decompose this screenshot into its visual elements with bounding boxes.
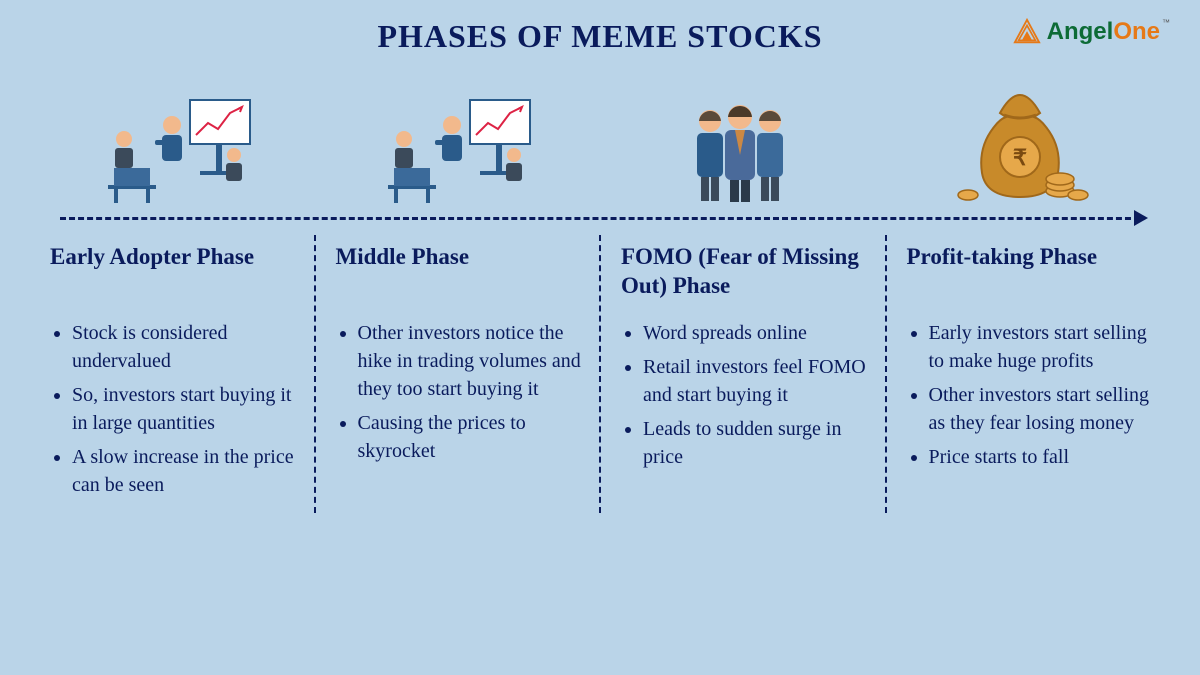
bullet-item: Word spreads online (643, 319, 869, 347)
meeting-chart-icon (380, 95, 540, 205)
phase-col-4: Profit-taking Phase Early investors star… (885, 235, 1171, 513)
phase-title: Profit-taking Phase (907, 243, 1155, 301)
bullet-item: Stock is considered undervalued (72, 319, 298, 375)
logo-text-one: One (1113, 18, 1160, 45)
logo-triangle-icon (1013, 18, 1041, 46)
phase-title: Early Adopter Phase (50, 243, 298, 301)
bullet-item: Causing the prices to skyrocket (358, 409, 584, 465)
phase-col-1: Early Adopter Phase Stock is considered … (30, 235, 314, 513)
people-group-icon (675, 95, 805, 205)
logo-text-angel: Angel (1047, 18, 1114, 45)
phase-col-2: Middle Phase Other investors notice the … (314, 235, 600, 513)
bullet-item: So, investors start buying it in large q… (72, 381, 298, 437)
bullet-item: Retail investors feel FOMO and start buy… (643, 353, 869, 409)
phase-title: FOMO (Fear of Missing Out) Phase (621, 243, 869, 301)
phase-columns: Early Adopter Phase Stock is considered … (30, 235, 1170, 513)
phase-icon-4: ₹ (880, 85, 1160, 205)
timeline-arrow (60, 213, 1140, 223)
phase-bullets: Other investors notice the hike in tradi… (336, 319, 584, 465)
phase-bullets: Stock is considered undervalued So, inve… (50, 319, 298, 499)
bullet-item: Early investors start selling to make hu… (929, 319, 1155, 375)
bullet-item: A slow increase in the price can be seen (72, 443, 298, 499)
money-bag-icon: ₹ (950, 85, 1090, 205)
brand-logo: AngelOne™ (1013, 18, 1170, 46)
phase-title: Middle Phase (336, 243, 584, 301)
phase-icon-1 (40, 95, 320, 205)
phase-icon-2 (320, 95, 600, 205)
bullet-item: Other investors notice the hike in tradi… (358, 319, 584, 403)
arrow-head-icon (1134, 210, 1148, 226)
meeting-chart-icon (100, 95, 260, 205)
dashed-line (60, 217, 1140, 220)
phase-col-3: FOMO (Fear of Missing Out) Phase Word sp… (599, 235, 885, 513)
phase-bullets: Word spreads online Retail investors fee… (621, 319, 869, 471)
phase-icon-3 (600, 95, 880, 205)
logo-tm: ™ (1162, 18, 1170, 27)
svg-text:₹: ₹ (1013, 145, 1027, 170)
bullet-item: Price starts to fall (929, 443, 1155, 471)
phase-bullets: Early investors start selling to make hu… (907, 319, 1155, 471)
bullet-item: Other investors start selling as they fe… (929, 381, 1155, 437)
icon-row: ₹ (40, 75, 1160, 205)
bullet-item: Leads to sudden surge in price (643, 415, 869, 471)
